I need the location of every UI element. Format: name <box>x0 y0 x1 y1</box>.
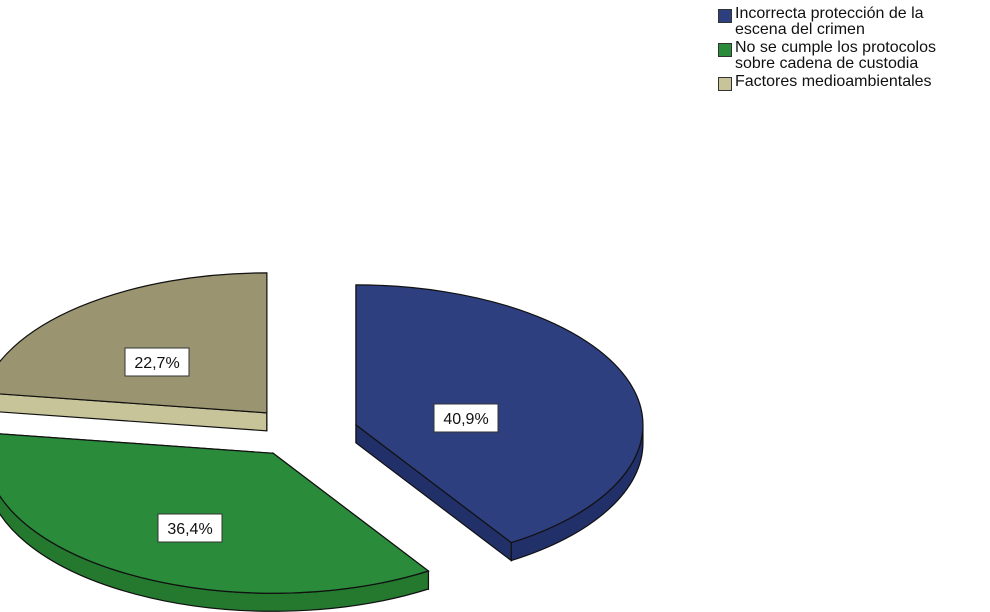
data-label: 22,7% <box>124 347 190 377</box>
legend-swatch <box>718 9 732 23</box>
pie-slice-top <box>0 433 430 594</box>
data-label: 40,9% <box>433 403 499 433</box>
data-label-box <box>433 403 499 433</box>
data-label-text: 36,4% <box>167 521 212 538</box>
pie-slice: 40,9% <box>355 284 644 562</box>
pie-slice-top <box>355 284 644 544</box>
pie-slice: 22,7% <box>0 272 268 432</box>
data-label-box <box>157 513 223 543</box>
data-label: 36,4% <box>157 513 223 543</box>
chart-legend: Incorrecta protección de la escena del c… <box>718 6 988 93</box>
data-label-text: 22,7% <box>134 355 179 372</box>
data-label-box <box>124 347 190 377</box>
pie-slice-top <box>0 272 268 414</box>
pie-slice: 36,4% <box>0 433 430 612</box>
legend-swatch <box>718 43 732 57</box>
legend-label: Factores medioambientales <box>735 73 932 90</box>
legend-item-incorrecta: Incorrecta protección de la escena del c… <box>718 6 988 38</box>
legend-item-factores: Factores medioambientales <box>718 74 988 91</box>
legend-label: Incorrecta protección de la escena del c… <box>735 5 924 38</box>
legend-swatch <box>718 77 732 91</box>
legend-label: No se cumple los protocolos sobre cadena… <box>735 39 936 72</box>
data-label-text: 40,9% <box>443 411 488 428</box>
legend-item-no-se-cumple: No se cumple los protocolos sobre cadena… <box>718 40 988 72</box>
